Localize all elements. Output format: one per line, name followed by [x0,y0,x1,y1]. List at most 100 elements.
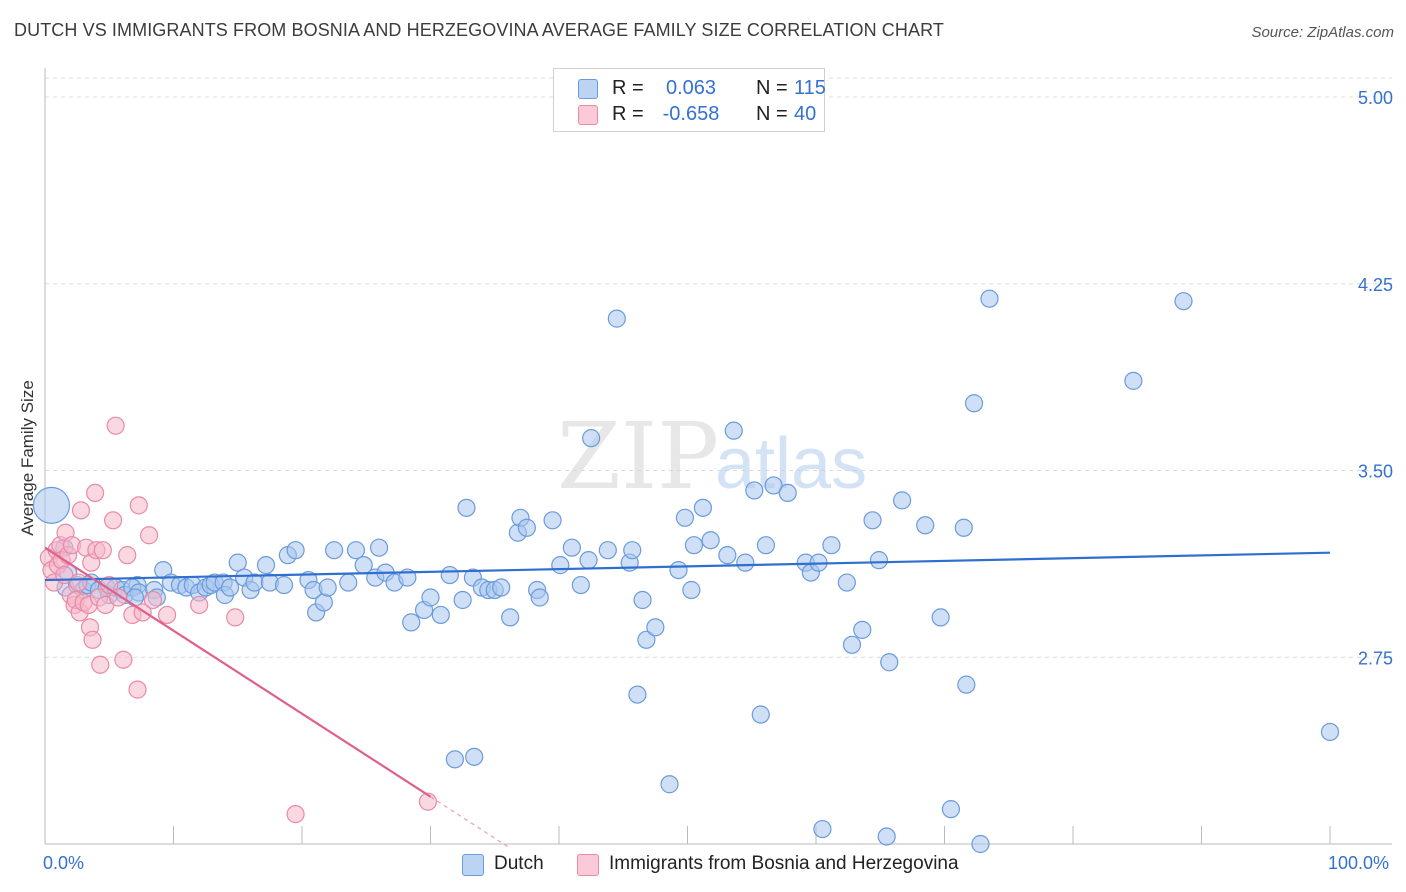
dutch-point [637,630,656,649]
dutch-point [633,590,652,610]
dutch-swatch [578,79,598,99]
dutch-point [32,486,71,524]
dutch-point [718,546,737,565]
dutch-point [971,834,990,854]
dutch-point [562,538,581,557]
dutch-point [440,565,459,585]
bosnia-point [91,655,110,674]
legend-r-value: 0.063 [665,77,717,99]
dutch-point [457,498,476,517]
legend-n-value: 115 [794,77,826,99]
y-tick-label: 5.00 [1358,88,1393,108]
bosnia-point [129,496,148,515]
dutch-point [286,541,305,560]
dutch-point [964,394,984,413]
legend-n-label: N = [756,77,788,99]
bosnia-swatch [578,105,598,125]
dutch-point [957,675,976,694]
legend-r-label: R = [612,103,644,125]
x-axis-max-label: 100.0% [1328,853,1390,873]
legend-bosnia-label: Immigrants from Bosnia and Herzegovina [609,853,959,874]
dutch-trend-line [44,551,1331,582]
dutch-point [318,578,337,597]
dutch-point [853,620,872,639]
dutch-point [822,536,841,555]
dutch-legend-swatch [462,854,484,876]
bosnia-point [100,575,119,595]
dutch-point [756,536,775,555]
bosnia-trend-extension [430,796,508,847]
dutch-point [346,541,366,560]
dutch-point [125,588,145,607]
dutch-point [517,518,536,537]
dutch-point [646,618,665,637]
dutch-point [813,819,832,839]
y-tick-label: 2.75 [1358,648,1393,668]
legend-n-value: 40 [794,103,817,125]
dutch-point [530,588,549,607]
bosnia-point [86,483,105,503]
bosnia-point [190,595,209,615]
bosnia-point [226,608,245,627]
dutch-point [325,541,344,560]
bosnia-point [106,416,125,435]
dutch-point [220,578,240,597]
dutch-point [980,289,999,308]
y-tick-label: 4.25 [1358,275,1393,295]
bosnia-points [39,416,438,824]
bosnia-point [139,526,159,545]
bosnia-point [93,541,112,560]
dutch-point [543,511,562,530]
bosnia-point [118,546,137,565]
legend-dutch-label: Dutch [494,853,544,874]
dutch-point [402,613,421,632]
dutch-point [764,476,783,495]
dutch-point [745,481,764,500]
legend-r-value: -0.658 [662,103,720,125]
dutch-point [916,516,935,535]
bosnia-legend-swatch [577,854,599,876]
bosnia-point [83,630,102,649]
correlation-legend: R = 0.063 N = 115 R = -0.658 N = 40 [553,68,826,132]
dutch-point [492,578,511,597]
dutch-point [314,593,333,612]
dutch-point [931,608,950,627]
dutch-point [339,573,358,592]
bosnia-point [143,590,163,610]
dutch-point [598,541,617,560]
dutch-point [751,705,770,724]
dutch-point [579,551,598,570]
dutch-point [693,498,713,517]
dutch-point [954,518,973,537]
bosnia-point [71,501,91,520]
series-legend: Dutch Immigrants from Bosnia and Herzego… [0,852,1406,878]
dutch-point [453,590,472,610]
dutch-point [421,588,440,607]
dutch-point [274,575,294,595]
dutch-point [863,511,882,530]
watermark-zip: ZIP [557,403,719,510]
dutch-point [1320,722,1340,742]
dutch-point [724,421,743,440]
bosnia-point [104,511,123,530]
x-axis-min-label: 0.0% [43,853,85,873]
dutch-point [465,747,484,766]
chart-source: Source: ZipAtlas.com [1251,24,1394,41]
dutch-point [880,653,899,672]
dutch-point [869,551,889,570]
dutch-point [582,429,601,448]
dutch-point [682,580,701,600]
dutch-point [778,483,797,503]
dutch-point [501,608,520,627]
dutch-point [675,508,695,527]
dutch-point [256,556,276,575]
dutch-point [941,800,961,819]
dutch-point [370,538,389,557]
dutch-point [628,685,647,704]
dutch-point [669,560,688,580]
dutch-point [607,309,626,328]
dutch-point [1174,292,1193,311]
dutch-point [431,605,450,625]
bosnia-point [286,805,305,824]
